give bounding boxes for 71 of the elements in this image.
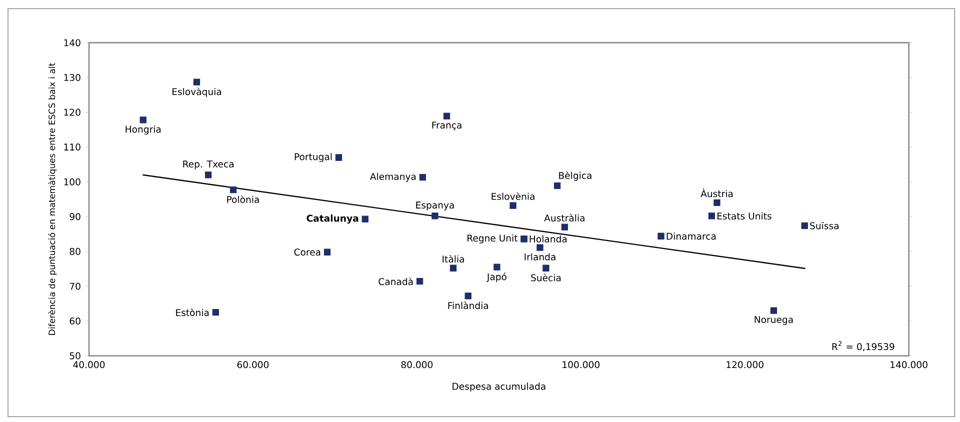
y-tick-label: 60	[70, 318, 80, 325]
y-tick-label: 50	[70, 352, 80, 360]
point	[416, 278, 424, 285]
x-tick-label: 80.000	[401, 361, 433, 368]
annotation: Hongria	[126, 126, 161, 135]
point	[212, 308, 219, 316]
annotation: Estats Units	[717, 212, 772, 220]
point	[230, 186, 237, 194]
annotation: Canadà	[378, 278, 413, 286]
annotation: Finlàndia	[448, 302, 488, 310]
annotation: França	[432, 122, 462, 130]
point	[714, 199, 720, 206]
annotation: Noruega	[754, 316, 793, 325]
y-tick-label: 110	[64, 144, 80, 151]
x-tick-label: 100.000	[562, 361, 600, 368]
annotation: Espanya	[416, 202, 454, 210]
x-tick-label: 60.000	[237, 361, 269, 368]
point	[362, 216, 368, 222]
y-tick-label: 140	[64, 39, 80, 46]
annotation: R$^{2}$ = 0,19539	[832, 341, 894, 352]
x-tick-label: 40.000	[73, 361, 105, 368]
point	[510, 202, 516, 209]
annotation: Alemanya	[370, 172, 416, 182]
annotation: Bèlgica	[559, 171, 592, 181]
point	[324, 248, 331, 256]
x-axis-title: Despesa acumulada	[452, 382, 546, 392]
annotation: Corea	[294, 248, 320, 256]
y-axis-title: Diferència de puntuació en matemàtiques entre ESCS baix i alt	[48, 62, 57, 335]
y-tick-label: 120	[64, 108, 80, 116]
x-tick-label: 120.000	[726, 361, 764, 368]
annotation: Estònia	[176, 308, 209, 316]
annotation: Catalunya	[306, 214, 358, 224]
point	[204, 172, 212, 178]
annotation: Irlanda	[524, 253, 556, 260]
point	[770, 307, 778, 314]
x-tick-label: 140.000	[890, 361, 928, 368]
point	[801, 222, 808, 230]
point	[658, 232, 664, 240]
point	[464, 292, 472, 300]
point	[542, 264, 550, 272]
annotation: Àustria	[700, 188, 733, 198]
point	[443, 112, 450, 120]
point	[432, 212, 438, 220]
y-tick-label: 90	[70, 213, 80, 220]
annotation: Suïssa	[810, 222, 838, 230]
annotation: Japó	[486, 272, 506, 282]
point	[561, 224, 568, 230]
point	[193, 78, 200, 86]
point	[335, 154, 342, 161]
annotation: Eslovènia	[492, 192, 534, 200]
annotation: Rep. Txeca	[183, 160, 234, 170]
annotation: Suècia	[531, 274, 561, 282]
annotation: Eslovàquia	[172, 88, 222, 97]
y-tick-label: 100	[64, 178, 80, 186]
annotation: Holanda	[530, 235, 567, 243]
y-tick-label: 130	[64, 74, 80, 82]
point	[536, 244, 544, 251]
annotation: Regne Unit	[468, 234, 518, 244]
annotation: Polònia	[227, 195, 259, 203]
point	[140, 116, 146, 124]
annotation: Austràlia	[544, 214, 584, 222]
y-tick-label: 80	[70, 248, 80, 255]
annotation: Dinamarca	[666, 232, 716, 240]
point	[494, 264, 500, 270]
annotation: Portugal	[294, 153, 332, 162]
y-tick-label: 70	[70, 282, 80, 290]
annotation: Itàlia	[442, 254, 464, 263]
point	[450, 264, 457, 272]
point	[554, 182, 561, 190]
point	[419, 174, 426, 181]
point	[708, 212, 715, 220]
